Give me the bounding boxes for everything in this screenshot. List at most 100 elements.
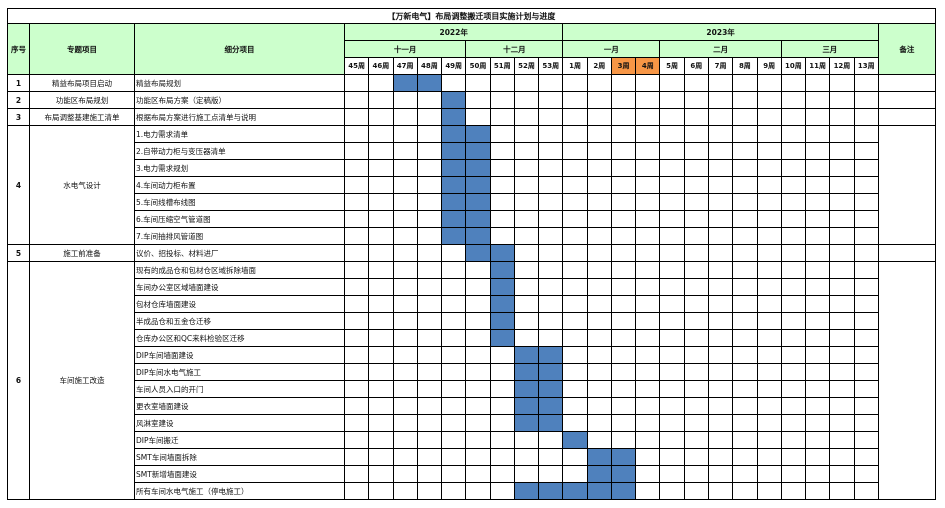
gantt-cell <box>805 193 831 211</box>
gantt-cell <box>829 312 855 330</box>
gantt-cell <box>659 482 685 500</box>
gantt-cell <box>465 312 491 330</box>
task-row: 仓库办公区和QC来料检验区迁移 <box>8 329 936 347</box>
gantt-cell <box>465 278 491 296</box>
gantt-bar-cell <box>513 482 540 500</box>
gantt-cell <box>635 346 661 364</box>
gantt-cell <box>513 91 540 109</box>
gantt-cell <box>659 414 685 432</box>
gantt-cell <box>416 363 443 381</box>
task-subitem: 6.车间压缩空气管道图 <box>134 210 345 228</box>
gantt-cell <box>343 465 370 483</box>
gantt-cell <box>610 108 637 126</box>
task-row: 5.车间线槽布线图 <box>8 193 936 211</box>
gantt-cell <box>465 363 491 381</box>
gantt-cell <box>343 91 370 109</box>
gantt-cell <box>513 448 540 466</box>
gantt-cell <box>707 176 734 194</box>
task-seq: 5 <box>7 244 30 262</box>
gantt-cell <box>805 278 831 296</box>
task-subitem: 根据布局方案进行施工点清单与说明 <box>134 108 345 126</box>
gantt-bar-cell <box>538 380 564 398</box>
gantt-cell <box>683 261 709 279</box>
gantt-cell <box>610 244 637 262</box>
task-subitem: 4.车间动力柜布置 <box>134 176 345 194</box>
gantt-bar-cell <box>513 397 540 415</box>
gantt-cell <box>756 278 782 296</box>
gantt-cell <box>416 295 443 313</box>
gantt-cell <box>586 159 612 177</box>
gantt-cell <box>562 448 588 466</box>
gantt-bar-cell <box>392 74 418 92</box>
gantt-cell <box>635 125 661 143</box>
gantt-cell <box>756 482 782 500</box>
gantt-cell <box>368 125 394 143</box>
gantt-cell <box>343 125 370 143</box>
task-subitem: 5.车间线槽布线图 <box>134 193 345 211</box>
gantt-cell <box>489 346 515 364</box>
gantt-cell <box>610 414 637 432</box>
sheet-title: 【万新电气】布局调整搬迁项目实施计划与进度 <box>7 8 936 24</box>
gantt-bar-cell <box>586 482 612 500</box>
gantt-bar-cell <box>538 346 564 364</box>
gantt-cell <box>586 295 612 313</box>
gantt-cell <box>707 431 734 449</box>
gantt-cell <box>392 176 418 194</box>
gantt-bar-cell <box>489 278 515 296</box>
task-subitem: 风淋室建设 <box>134 414 345 432</box>
gantt-cell <box>416 329 443 347</box>
gantt-cell <box>513 244 540 262</box>
gantt-cell <box>343 346 370 364</box>
gantt-cell <box>513 261 540 279</box>
gantt-cell <box>586 261 612 279</box>
gantt-cell <box>513 465 540 483</box>
gantt-cell <box>392 108 418 126</box>
week-header: 45周 <box>343 57 370 75</box>
gantt-cell <box>610 278 637 296</box>
gantt-bar-cell <box>441 193 467 211</box>
gantt-cell <box>343 142 370 160</box>
gantt-bar-cell <box>538 397 564 415</box>
gantt-cell <box>805 448 831 466</box>
gantt-cell <box>343 108 370 126</box>
gantt-cell <box>635 278 661 296</box>
task-notes <box>877 108 936 126</box>
gantt-cell <box>392 125 418 143</box>
gantt-cell <box>368 244 394 262</box>
gantt-cell <box>683 227 709 245</box>
gantt-cell <box>829 244 855 262</box>
task-subitem: 7.车间抽排风管道图 <box>134 227 345 245</box>
gantt-cell <box>465 448 491 466</box>
gantt-cell <box>368 261 394 279</box>
gantt-cell <box>829 414 855 432</box>
gantt-cell <box>343 431 370 449</box>
gantt-cell <box>659 125 685 143</box>
week-header: 5周 <box>659 57 685 75</box>
gantt-cell <box>707 91 734 109</box>
gantt-cell <box>707 74 734 92</box>
gantt-cell <box>829 431 855 449</box>
gantt-cell <box>562 142 588 160</box>
gantt-cell <box>368 210 394 228</box>
gantt-cell <box>707 193 734 211</box>
gantt-cell <box>538 108 564 126</box>
gantt-cell <box>805 261 831 279</box>
gantt-cell <box>513 278 540 296</box>
gantt-cell <box>586 380 612 398</box>
gantt-cell <box>805 210 831 228</box>
gantt-cell <box>659 346 685 364</box>
gantt-cell <box>732 74 758 92</box>
gantt-cell <box>343 295 370 313</box>
gantt-cell <box>392 329 418 347</box>
week-header: 7周 <box>707 57 734 75</box>
gantt-cell <box>586 193 612 211</box>
gantt-cell <box>368 295 394 313</box>
gantt-cell <box>853 278 879 296</box>
gantt-cell <box>829 227 855 245</box>
gantt-cell <box>441 431 467 449</box>
gantt-cell <box>707 142 734 160</box>
gantt-cell <box>610 397 637 415</box>
gantt-cell <box>610 346 637 364</box>
gantt-cell <box>707 108 734 126</box>
gantt-cell <box>392 244 418 262</box>
